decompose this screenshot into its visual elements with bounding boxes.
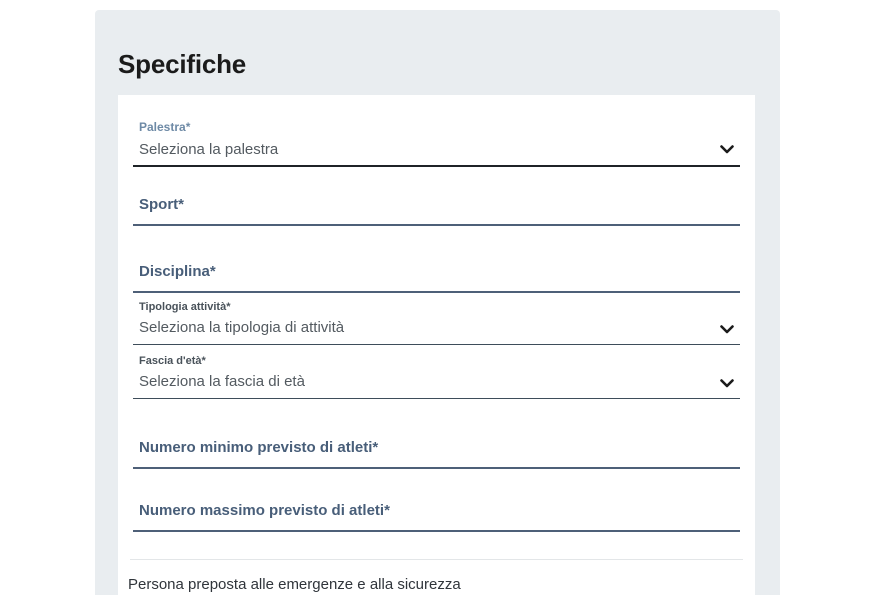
fascia-eta-label: Fascia d'età* bbox=[139, 355, 206, 367]
sport-input[interactable]: Sport* bbox=[133, 189, 740, 226]
page-title: Specifiche bbox=[118, 49, 247, 80]
numero-minimo-input[interactable]: Numero minimo previsto di atleti* bbox=[133, 432, 740, 469]
numero-massimo-label: Numero massimo previsto di atleti* bbox=[139, 502, 390, 519]
tipologia-attivita-field: Tipologia attività* Seleziona la tipolog… bbox=[133, 302, 740, 345]
persona-section-label: Persona preposta alle emergenze e alla s… bbox=[128, 576, 461, 593]
chevron-down-icon bbox=[720, 144, 734, 153]
sport-label: Sport* bbox=[139, 196, 184, 213]
numero-massimo-input[interactable]: Numero massimo previsto di atleti* bbox=[133, 495, 740, 532]
tipologia-attivita-placeholder: Seleziona la tipologia di attività bbox=[139, 319, 345, 336]
palestra-label: Palestra* bbox=[139, 120, 191, 134]
section-divider bbox=[130, 559, 743, 560]
tipologia-attivita-select[interactable]: Seleziona la tipologia di attività bbox=[133, 320, 740, 345]
palestra-placeholder: Seleziona la palestra bbox=[139, 140, 279, 158]
fascia-eta-field: Fascia d'età* Seleziona la fascia di età bbox=[133, 356, 740, 399]
chevron-down-icon bbox=[720, 325, 734, 334]
specifiche-form-card: Palestra* Seleziona la palestra Sport* D… bbox=[118, 95, 755, 595]
palestra-field: Palestra* Seleziona la palestra bbox=[133, 121, 740, 167]
chevron-down-icon bbox=[720, 379, 734, 388]
specifiche-panel: Specifiche Palestra* Seleziona la palest… bbox=[95, 10, 780, 595]
disciplina-input[interactable]: Disciplina* bbox=[133, 256, 740, 293]
palestra-select[interactable]: Seleziona la palestra bbox=[133, 133, 740, 167]
fascia-eta-select[interactable]: Seleziona la fascia di età bbox=[133, 374, 740, 399]
numero-minimo-label: Numero minimo previsto di atleti* bbox=[139, 439, 379, 456]
tipologia-attivita-label: Tipologia attività* bbox=[139, 301, 231, 313]
disciplina-label: Disciplina* bbox=[139, 263, 216, 280]
fascia-eta-placeholder: Seleziona la fascia di età bbox=[139, 373, 305, 390]
